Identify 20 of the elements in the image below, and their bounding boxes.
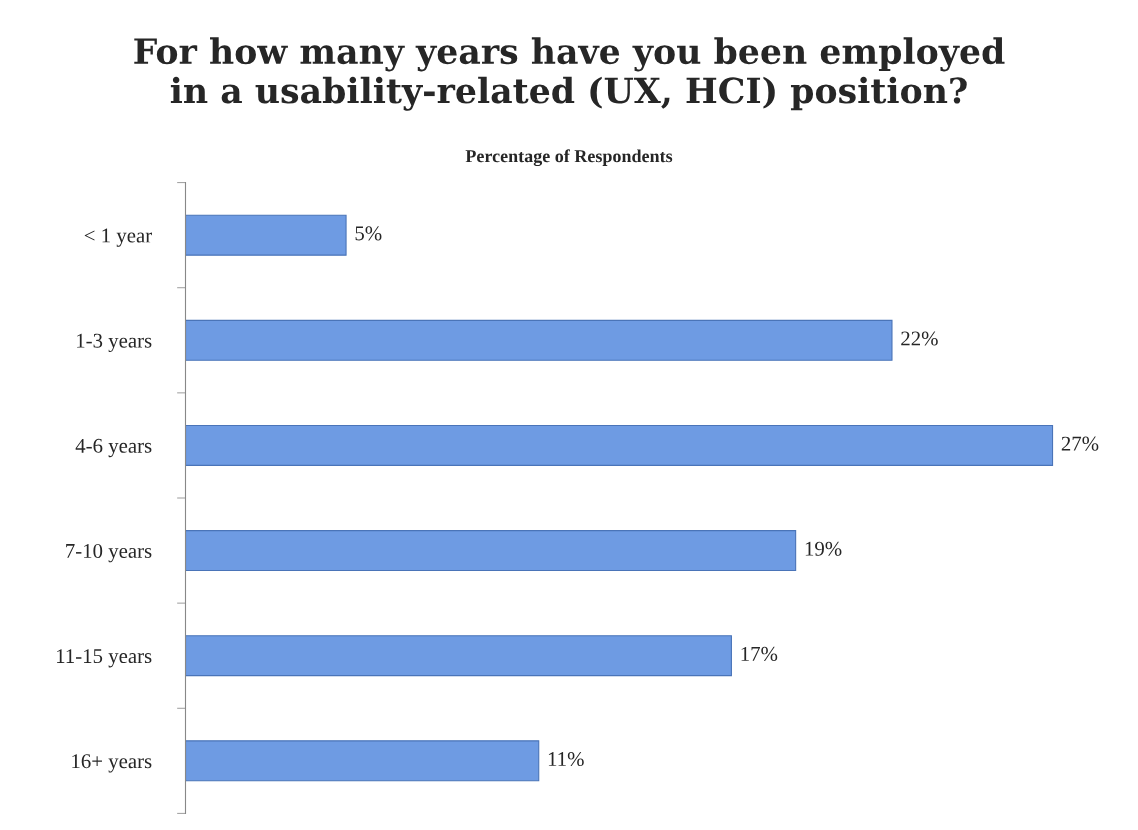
bar [185, 214, 347, 256]
chart-subtitle: Percentage of Respondents [465, 149, 673, 167]
y-tick-label: 7-10 years [66, 543, 152, 563]
data-label: 22% [901, 331, 938, 346]
data-label: 11% [548, 751, 584, 767]
bar [185, 530, 797, 572]
y-tick-label: 11-15 years [57, 649, 152, 668]
bar [185, 635, 732, 677]
y-tick-label: 16+ years [72, 754, 152, 773]
data-label: 17% [741, 646, 778, 661]
y-tick-label: 4-6 years [75, 438, 152, 458]
bar [185, 319, 893, 361]
y-tick-label: 1-3 years [77, 333, 152, 352]
data-label: 19% [805, 541, 842, 556]
y-tick-label: < 1 year [84, 228, 152, 247]
chart-title: For how many years have you been employed in a usability-related (UX, HCI) position? [134, 37, 1005, 111]
bar [185, 424, 1054, 466]
data-label: 27% [1061, 436, 1099, 451]
data-label: 5% [355, 226, 382, 241]
bar [185, 740, 540, 782]
